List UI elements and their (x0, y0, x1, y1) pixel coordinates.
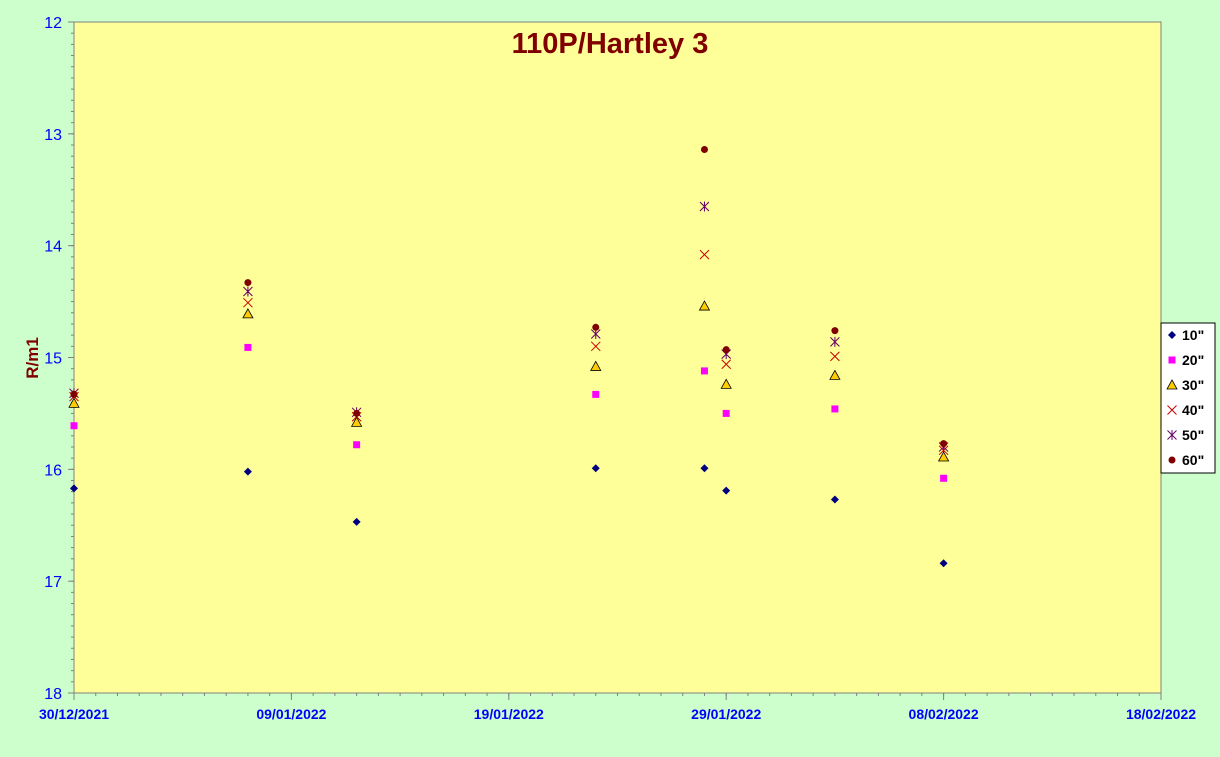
legend: 10" 20" 30" 40" 50" 60" (1160, 322, 1216, 474)
legend-label: 50" (1182, 427, 1204, 443)
data-point-triangle (829, 369, 841, 380)
legend-label: 60" (1182, 452, 1204, 468)
legend-label: 30" (1182, 377, 1204, 393)
data-point-diamond (722, 486, 731, 495)
series-square (70, 343, 948, 482)
data-point-x (699, 249, 710, 260)
series-diamond (70, 464, 948, 568)
series-x (69, 249, 949, 456)
x-tick-label: 30/12/2021 (39, 706, 109, 722)
legend-marker-square (1168, 356, 1176, 364)
data-point-circle (244, 279, 252, 287)
legend-marker-triangle (1166, 379, 1178, 390)
data-point-triangle (242, 308, 254, 319)
x-tick-label: 19/01/2022 (474, 706, 544, 722)
x-tick-label: 08/02/2022 (909, 706, 979, 722)
series-triangle (68, 300, 950, 462)
data-point-star (243, 286, 253, 297)
data-point-triangle (937, 451, 950, 462)
x-tick-label: 29/01/2022 (691, 706, 761, 722)
legend-marker-circle (1168, 456, 1176, 464)
x-tick-label: 18/02/2022 (1126, 706, 1196, 722)
y-tick-label: 16 (44, 462, 62, 479)
y-tick-label: 17 (44, 574, 62, 591)
data-point-diamond (70, 484, 78, 493)
data-point-square (940, 474, 948, 482)
series-circle (70, 145, 948, 448)
data-point-square (70, 422, 78, 430)
data-point-diamond (243, 467, 252, 476)
y-tick-label: 18 (44, 686, 62, 703)
data-point-square (244, 343, 252, 351)
data-point-star (830, 336, 840, 347)
data-point-circle (940, 440, 948, 448)
y-tick-label: 12 (44, 15, 62, 32)
data-point-triangle (68, 397, 80, 408)
legend-box (1160, 322, 1216, 474)
legend-marker-x (1167, 405, 1177, 415)
legend-label: 20" (1182, 352, 1204, 368)
data-point-x (590, 341, 601, 352)
data-point-circle (831, 327, 839, 335)
chart-title: 110P/Hartley 3 (512, 28, 709, 60)
data-point-circle (353, 409, 361, 417)
data-point-x (830, 351, 840, 362)
data-point-x (243, 297, 253, 308)
legend-label: 40" (1182, 402, 1204, 418)
legend-marker-diamond (1168, 331, 1176, 339)
data-point-triangle (698, 300, 711, 311)
data-point-triangle (590, 360, 602, 371)
data-point-square (353, 441, 361, 449)
legend-label: 10" (1182, 327, 1204, 343)
axes-layer: 12 13 14 15 16 17 18 30/12/2021 09/01/2022 19/01/… (39, 15, 1196, 722)
data-point-triangle (350, 416, 363, 427)
plot-area (73, 21, 1162, 694)
data-point-square (722, 409, 730, 417)
y-tick-label: 13 (44, 127, 62, 144)
marks-layer (68, 145, 950, 568)
y-axis-title: R/m1 (23, 337, 42, 379)
data-point-diamond (591, 464, 600, 473)
data-point-circle (70, 390, 78, 398)
data-point-triangle (720, 378, 732, 389)
data-point-circle (722, 346, 730, 354)
data-point-circle (592, 323, 600, 331)
data-point-circle (700, 145, 708, 153)
data-point-diamond (352, 517, 361, 526)
y-tick-label: 15 (44, 351, 62, 368)
data-point-square (831, 405, 839, 413)
legend-marker-star (1167, 430, 1177, 440)
data-point-star (699, 201, 710, 212)
data-point-x (721, 359, 732, 370)
data-point-square (700, 367, 708, 375)
data-point-diamond (700, 464, 709, 473)
x-tick-label: 09/01/2022 (256, 706, 326, 722)
data-point-square (592, 390, 600, 398)
data-point-diamond (830, 495, 839, 504)
data-point-diamond (939, 559, 948, 568)
y-tick-label: 14 (44, 239, 62, 256)
